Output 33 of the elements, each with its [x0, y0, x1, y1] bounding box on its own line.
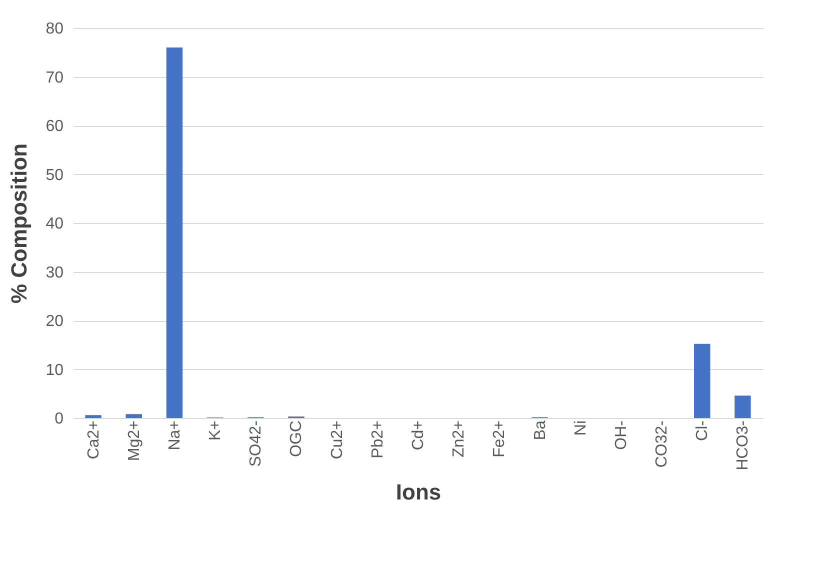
bar [734, 396, 751, 418]
y-tick-label: 50 [46, 166, 64, 184]
x-tick-label: Fe2+ [491, 420, 508, 458]
y-tick-label: 0 [54, 410, 64, 428]
x-tick-label: Zn2+ [450, 420, 468, 458]
x-tick-label: K+ [207, 420, 224, 441]
x-tick-label: CO32- [654, 420, 671, 468]
x-tick-label: HCO3- [734, 420, 752, 470]
x-tick-label: OGC [288, 420, 306, 457]
x-tick-label: Cu2+ [328, 420, 346, 460]
x-tick-label: Ca2+ [85, 420, 102, 460]
x-tick-label: Ba [532, 420, 549, 440]
x-tick-label: Cd+ [410, 420, 427, 450]
bar [166, 48, 183, 418]
y-tick-label: 20 [46, 313, 64, 330]
x-tick-label: Na+ [166, 420, 184, 450]
y-tick-label: 70 [46, 69, 64, 86]
y-tick-label: 40 [46, 216, 64, 232]
y-tick-label: 30 [46, 264, 64, 282]
y-tick-label: 10 [46, 362, 64, 379]
y-tick-label: 60 [46, 118, 64, 135]
x-tick-label: Ni [572, 420, 590, 436]
y-tick-label: 80 [46, 20, 64, 38]
x-tick-label: Cl- [694, 420, 712, 441]
x-axis-title: Ions [396, 479, 442, 504]
x-tick-label: SO42- [248, 420, 265, 467]
bar [85, 415, 102, 418]
x-tick-label: Mg2+ [126, 420, 143, 461]
bar [694, 344, 710, 418]
bar [126, 414, 142, 418]
y-axis-title: % Composition [6, 143, 32, 304]
x-tick-label: Pb2+ [369, 420, 386, 458]
x-tick-label: OH- [612, 420, 630, 450]
